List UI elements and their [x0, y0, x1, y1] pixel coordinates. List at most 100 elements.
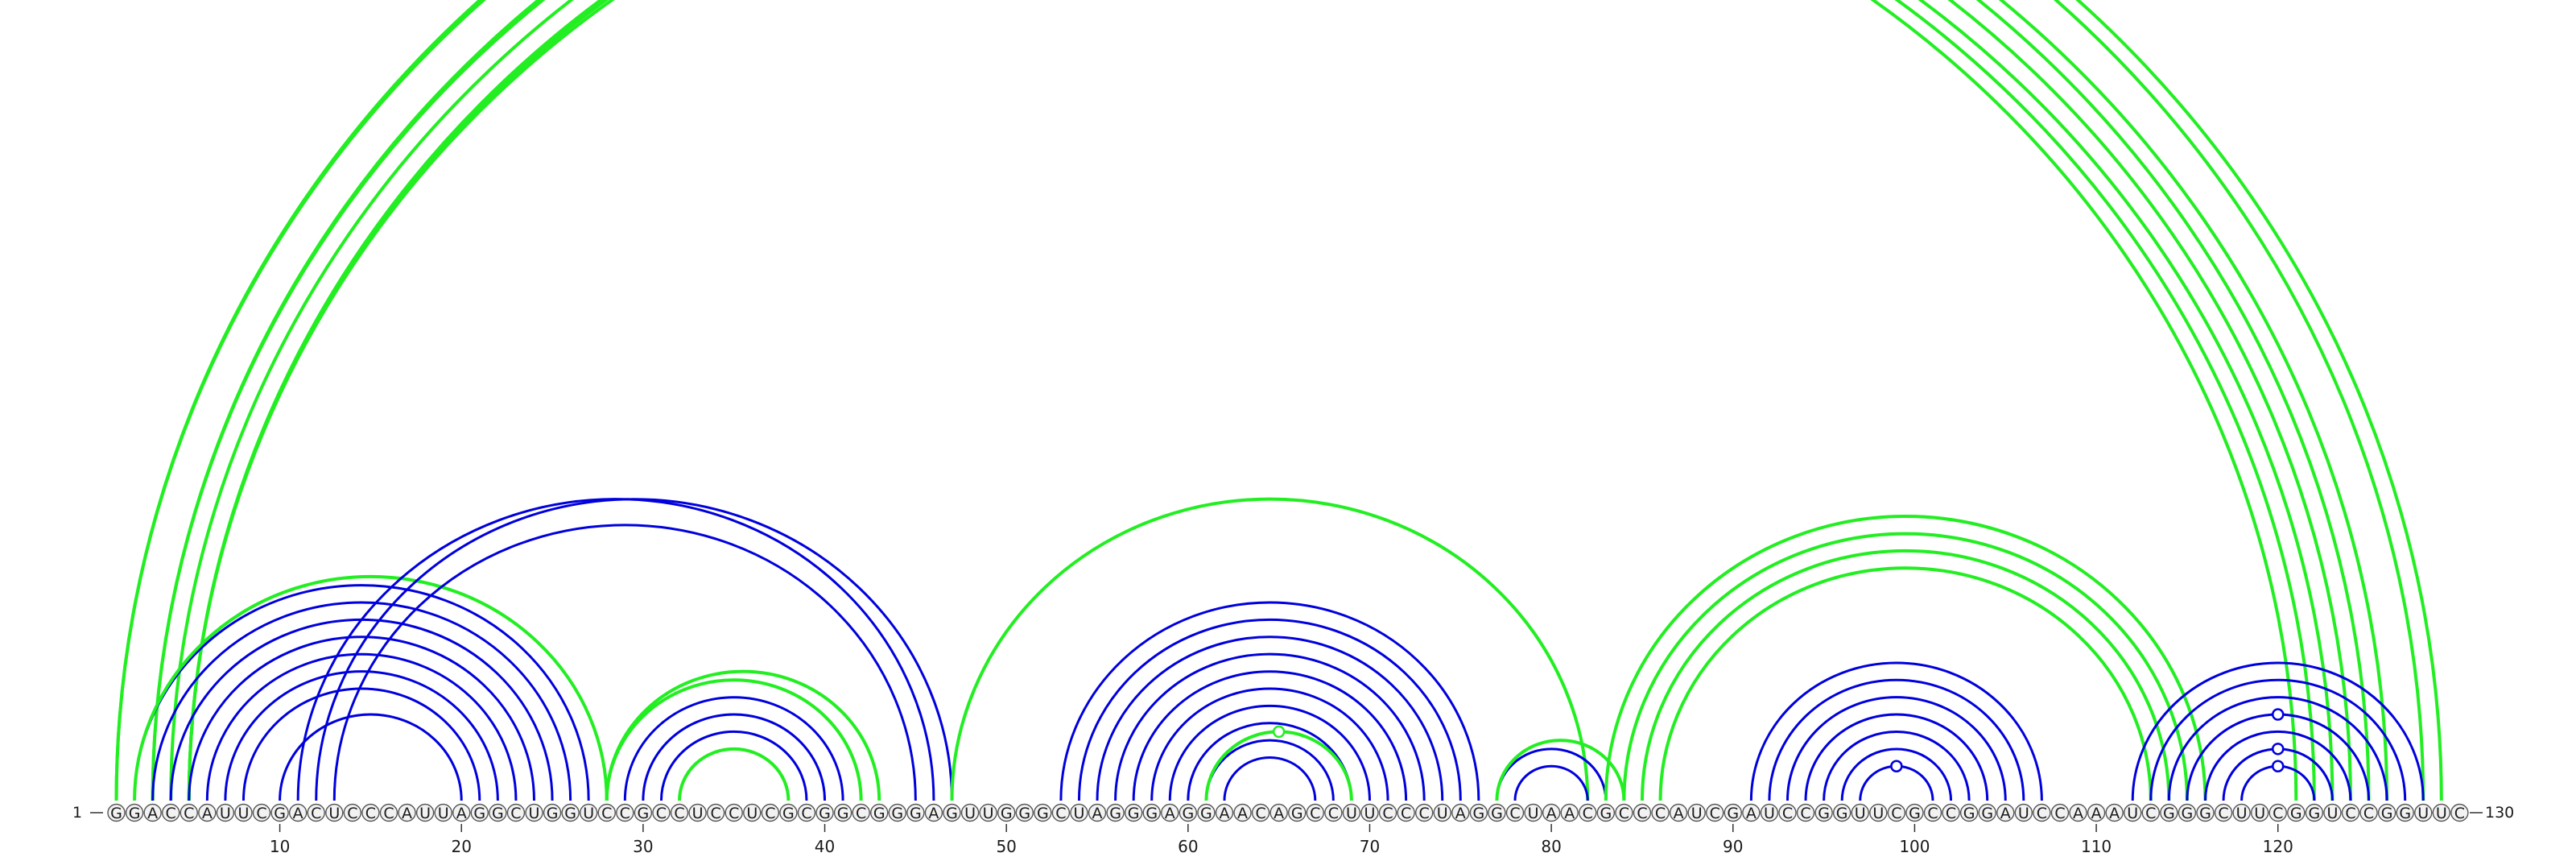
nucleotide-letter: G: [2290, 805, 2302, 822]
nucleotide-2: G: [125, 803, 144, 822]
nucleotide-letter: C: [365, 805, 376, 822]
nucleotide-86: C: [1651, 803, 1670, 822]
nucleotide-circle: [2050, 803, 2070, 822]
nucleotide-81: A: [1560, 803, 1579, 822]
nucleotide-circle: [579, 803, 598, 822]
nucleotide-circle: [979, 803, 997, 822]
nucleotide-circle: [1360, 803, 1379, 822]
nucleotide-letter: A: [1237, 805, 1248, 822]
nucleotide-letter: C: [1782, 805, 1793, 822]
nucleotide-letter: C: [1800, 805, 1810, 822]
nucleotide-letter: A: [2091, 805, 2102, 822]
nucleotide-circle: [216, 803, 235, 822]
nucleotide-letter: C: [765, 805, 775, 822]
nucleotide-letter: G: [2163, 805, 2175, 822]
tick-label-100: 100: [1899, 837, 1930, 856]
nucleotide-62: A: [1215, 803, 1234, 822]
nucleotide-circle: [1942, 803, 1960, 822]
nucleotide-letter: G: [129, 805, 141, 822]
nucleotide-letter: U: [1528, 805, 1539, 822]
nucleotide-letter: A: [456, 805, 467, 822]
nucleotide-letter: C: [2054, 805, 2065, 822]
tick-label-80: 80: [1541, 837, 1561, 856]
nucleotide-circle: [1887, 803, 1906, 822]
nucleotide-67: C: [1306, 803, 1324, 822]
nucleotide-128: U: [2414, 803, 2433, 822]
nucleotide-90: G: [1724, 803, 1742, 822]
nucleotide-105: A: [1996, 803, 2015, 822]
nucleotide-46: A: [924, 803, 943, 822]
nucleotide-71: C: [1378, 803, 1397, 822]
nucleotide-letter: G: [1909, 805, 1921, 822]
nucleotide-108: C: [2050, 803, 2070, 822]
arc-blue-8-21: [242, 687, 481, 801]
nucleotide-119: U: [2250, 803, 2269, 822]
arc-markers: [1272, 708, 2285, 772]
arc-green-3-125: [151, 0, 2371, 801]
nucleotide-letter: U: [438, 805, 449, 822]
nucleotide-letter: U: [2236, 805, 2248, 822]
nucleotide-123: U: [2323, 803, 2342, 822]
nucleotide-circle: [325, 803, 344, 822]
arc-marker-5: [2271, 743, 2285, 756]
nucleotide-72: C: [1397, 803, 1415, 822]
nucleotide-letter: C: [711, 805, 721, 822]
nucleotide-circle: [398, 803, 416, 822]
nucleotide-circle: [688, 803, 707, 822]
arc-green-84-115: [1624, 534, 2187, 801]
nucleotide-39: C: [797, 803, 816, 822]
nucleotide-110: A: [2087, 803, 2106, 822]
nucleotide-circle: [943, 803, 961, 822]
nucleotide-102: C: [1942, 803, 1960, 822]
nucleotide-circle: [1851, 803, 1869, 822]
nucleotide-letter: C: [1637, 805, 1647, 822]
nucleotide-letter: A: [1092, 805, 1103, 822]
nucleotide-letter: C: [601, 805, 612, 822]
nucleotide-circle: [452, 803, 471, 822]
tick-label-70: 70: [1360, 837, 1380, 856]
arc-blue-10-20: [279, 713, 463, 801]
nucleotide-letter: C: [1927, 805, 1938, 822]
nucleotide-circle: [2124, 803, 2142, 822]
nucleotide-letter: U: [1073, 805, 1084, 822]
nucleotide-circle: [2232, 803, 2251, 822]
nucleotide-circle: [1179, 803, 1198, 822]
nucleotide-circle: [489, 803, 507, 822]
nucleotide-circle: [906, 803, 925, 822]
tick-label-60: 60: [1178, 837, 1198, 856]
nucleotide-circle: [761, 803, 780, 822]
nucleotide-circle: [1051, 803, 1071, 822]
nucleotide-letter: U: [2326, 805, 2338, 822]
nucleotide-letter: C: [1401, 805, 1411, 822]
nucleotide-80: A: [1542, 803, 1561, 822]
arc-marker-3: [1890, 760, 1903, 772]
nucleotide-115: G: [2178, 803, 2197, 822]
nucleotide-61: G: [1197, 803, 1216, 822]
nucleotide-circle: [1378, 803, 1397, 822]
nucleotide-129: U: [2432, 803, 2451, 822]
nucleotide-circle: [1996, 803, 2015, 822]
arc-blue-62-67: [1223, 756, 1317, 801]
nucleotide-letter: U: [237, 805, 249, 822]
nucleotide-letter: U: [2436, 805, 2447, 822]
tick-label-50: 50: [996, 837, 1016, 856]
nucleotide-74: U: [1433, 803, 1451, 822]
nucleotide-38: G: [779, 803, 798, 822]
arc-blue-12-47: [315, 498, 953, 801]
nucleotide-circle: [2141, 803, 2160, 822]
nucleotide-circle: [2323, 803, 2342, 822]
arc-green-83-116: [1604, 515, 2207, 801]
nucleotide-25: G: [543, 803, 562, 822]
nucleotide-circle: [1106, 803, 1125, 822]
nucleotide-circle: [2033, 803, 2051, 822]
sequence-axis: 1 130: [72, 804, 2514, 822]
nucleotide-letter: U: [1437, 805, 1448, 822]
nucleotide-letter: G: [564, 805, 576, 822]
nucleotide-107: C: [2033, 803, 2051, 822]
nucleotide-letter: C: [1310, 805, 1320, 822]
nucleotide-100: G: [1905, 803, 1924, 822]
arc-blue-55-74: [1096, 636, 1444, 801]
nucleotide-letter: A: [147, 805, 158, 822]
arc-blue-116-124: [2203, 730, 2352, 801]
